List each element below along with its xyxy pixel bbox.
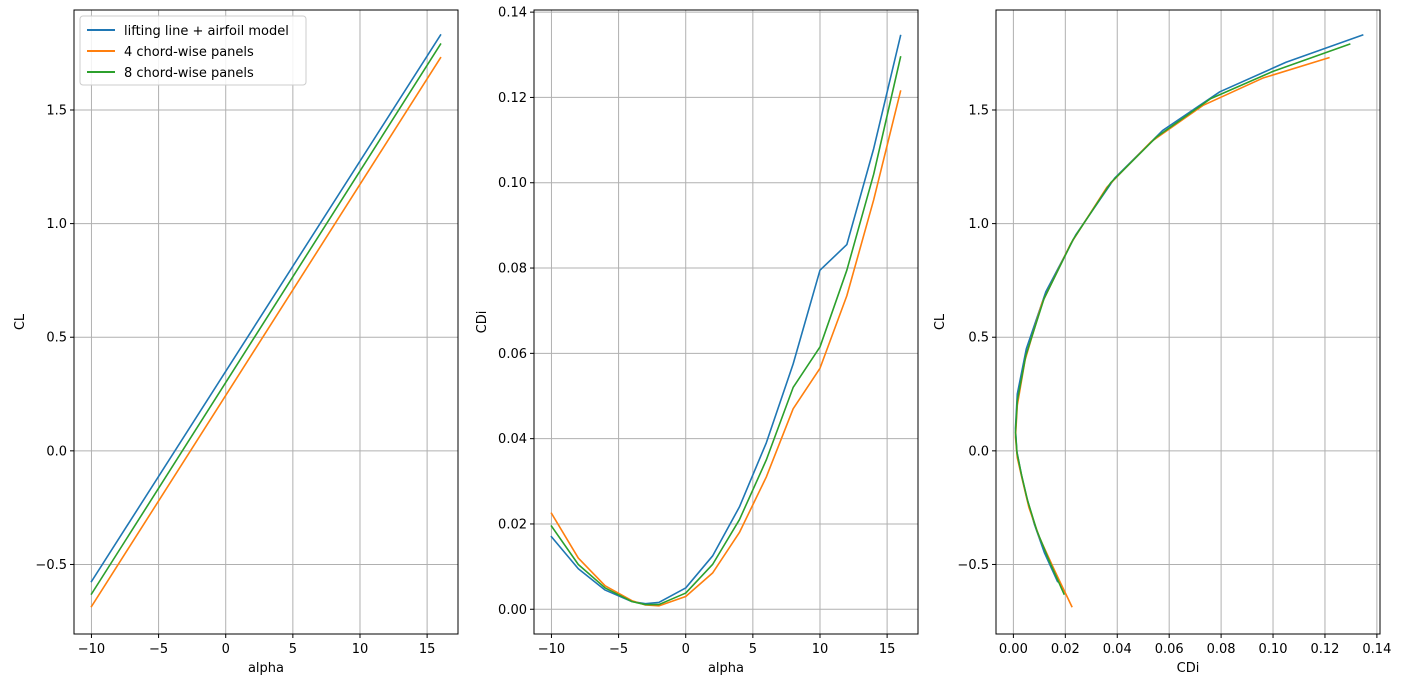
cl-vs-cdi-series-line-2 [1014, 43, 1351, 596]
cdi-vs-alpha-ytick-label: 0.14 [498, 6, 527, 21]
legend-entry-0: lifting line + airfoil model [124, 24, 289, 39]
cdi-vs-alpha-xlabel: alpha [708, 661, 744, 676]
cdi-vs-alpha-ytick-label: 0.04 [498, 432, 527, 447]
cl-vs-alpha-grid [74, 10, 458, 634]
cdi-vs-alpha-xtick-label: 5 [749, 642, 757, 657]
legend-entry-1: 4 chord-wise panels [124, 45, 254, 60]
cl-vs-cdi-xtick-label: 0.04 [1103, 642, 1132, 657]
cl-vs-alpha-ytick-label: 1.0 [46, 217, 67, 232]
cl-vs-cdi-ylabel: CL [933, 313, 948, 330]
cl-vs-cdi-ticks: 0.00 0.02 0.04 0.06 0.08 0.10 0.12 0.14 −0.5 0.0 0… [957, 103, 1391, 657]
cl-vs-cdi-xtick-label: 0.12 [1310, 642, 1339, 657]
cl-vs-alpha-series-line-2 [90, 42, 442, 596]
cl-vs-alpha-xtick-label: 15 [419, 642, 436, 657]
cl-vs-alpha-ytick-label: 0.0 [46, 444, 67, 459]
cl-vs-alpha-ticks: −10 −5 0 5 10 15 −0.5 0.0 0.5 1.0 1.5 [35, 103, 435, 657]
cdi-vs-alpha-series [550, 34, 902, 607]
cdi-vs-alpha-series-line-2 [550, 55, 902, 606]
cl-vs-alpha-ylabel: CL [13, 313, 28, 330]
cl-vs-cdi-frame [995, 9, 1381, 635]
cdi-vs-alpha-series-line-1 [550, 90, 902, 607]
cdi-vs-alpha-xtick-label: 10 [812, 642, 829, 657]
cl-vs-cdi-axes: 0.00 0.02 0.04 0.06 0.08 0.10 0.12 0.14 −0.5 0.0 0… [933, 9, 1391, 676]
legend-entry-2: 8 chord-wise panels [124, 66, 254, 81]
cdi-vs-alpha-xtick-label: −5 [609, 642, 628, 657]
cl-vs-alpha-xtick-label: −5 [149, 642, 168, 657]
cdi-vs-alpha-frame [533, 9, 919, 635]
cdi-vs-alpha-ytick-label: 0.10 [498, 176, 527, 191]
cdi-vs-alpha-axes: −10 −5 0 5 10 15 0.00 0.02 0.04 0.06 0.08 0.10 0.12 0… [475, 6, 919, 676]
cdi-vs-alpha-ytick-label: 0.00 [498, 603, 527, 618]
cl-vs-alpha-series [90, 33, 442, 608]
cdi-vs-alpha-ytick-label: 0.12 [498, 91, 527, 106]
cl-vs-cdi-ytick-label: 1.0 [968, 217, 989, 232]
cl-vs-alpha-series-line-0 [90, 33, 442, 583]
cdi-vs-alpha-xtick-label: 15 [879, 642, 896, 657]
cdi-vs-alpha-series-line-0 [550, 34, 902, 605]
cdi-vs-alpha-xtick-label: −10 [538, 642, 565, 657]
cdi-vs-alpha-ytick-label: 0.06 [498, 347, 527, 362]
cl-vs-alpha-xtick-label: 0 [222, 642, 230, 657]
cl-vs-alpha-xlabel: alpha [248, 661, 284, 676]
cl-vs-alpha-xtick-label: −10 [78, 642, 105, 657]
cl-vs-cdi-ytick-label: 0.5 [968, 331, 989, 346]
cl-vs-alpha-xtick-label: 5 [289, 642, 297, 657]
cl-vs-alpha-ytick-label: 0.5 [46, 331, 67, 346]
cl-vs-alpha-xtick-label: 10 [352, 642, 369, 657]
cdi-vs-alpha-ytick-label: 0.08 [498, 262, 527, 277]
cl-vs-cdi-xtick-label: 0.10 [1259, 642, 1288, 657]
legend: lifting line + airfoil model 4 chord-wis… [79, 15, 307, 86]
cl-vs-cdi-ytick-label: −0.5 [957, 558, 989, 573]
cl-vs-cdi-ytick-label: 1.5 [968, 103, 989, 118]
cl-vs-cdi-series [1014, 33, 1364, 608]
cl-vs-alpha-series-line-1 [90, 56, 442, 608]
legend-box [79, 15, 307, 86]
cl-vs-cdi-grid [996, 10, 1380, 634]
cdi-vs-alpha-xtick-label: 0 [682, 642, 690, 657]
cl-vs-cdi-xtick-label: 0.00 [999, 642, 1028, 657]
cdi-vs-alpha-ytick-label: 0.02 [498, 517, 527, 532]
cdi-vs-alpha-ylabel: CDi [475, 311, 490, 334]
cl-vs-alpha-ytick-label: 1.5 [46, 103, 67, 118]
cl-vs-alpha-ytick-label: −0.5 [35, 558, 67, 573]
cl-vs-cdi-xtick-label: 0.06 [1155, 642, 1184, 657]
cl-vs-cdi-xtick-label: 0.02 [1051, 642, 1080, 657]
cdi-vs-alpha-ticks: −10 −5 0 5 10 15 0.00 0.02 0.04 0.06 0.08 0.10 0.12 0… [498, 6, 895, 657]
cl-vs-alpha-axes: −10 −5 0 5 10 15 −0.5 0.0 0.5 1.0 1.5 alpha CL [13, 9, 459, 676]
cl-vs-cdi-ytick-label: 0.0 [968, 444, 989, 459]
cl-vs-alpha-frame [73, 9, 459, 635]
cl-vs-cdi-xtick-label: 0.08 [1207, 642, 1236, 657]
cl-vs-cdi-xlabel: CDi [1177, 661, 1200, 676]
cl-vs-cdi-xtick-label: 0.14 [1362, 642, 1391, 657]
